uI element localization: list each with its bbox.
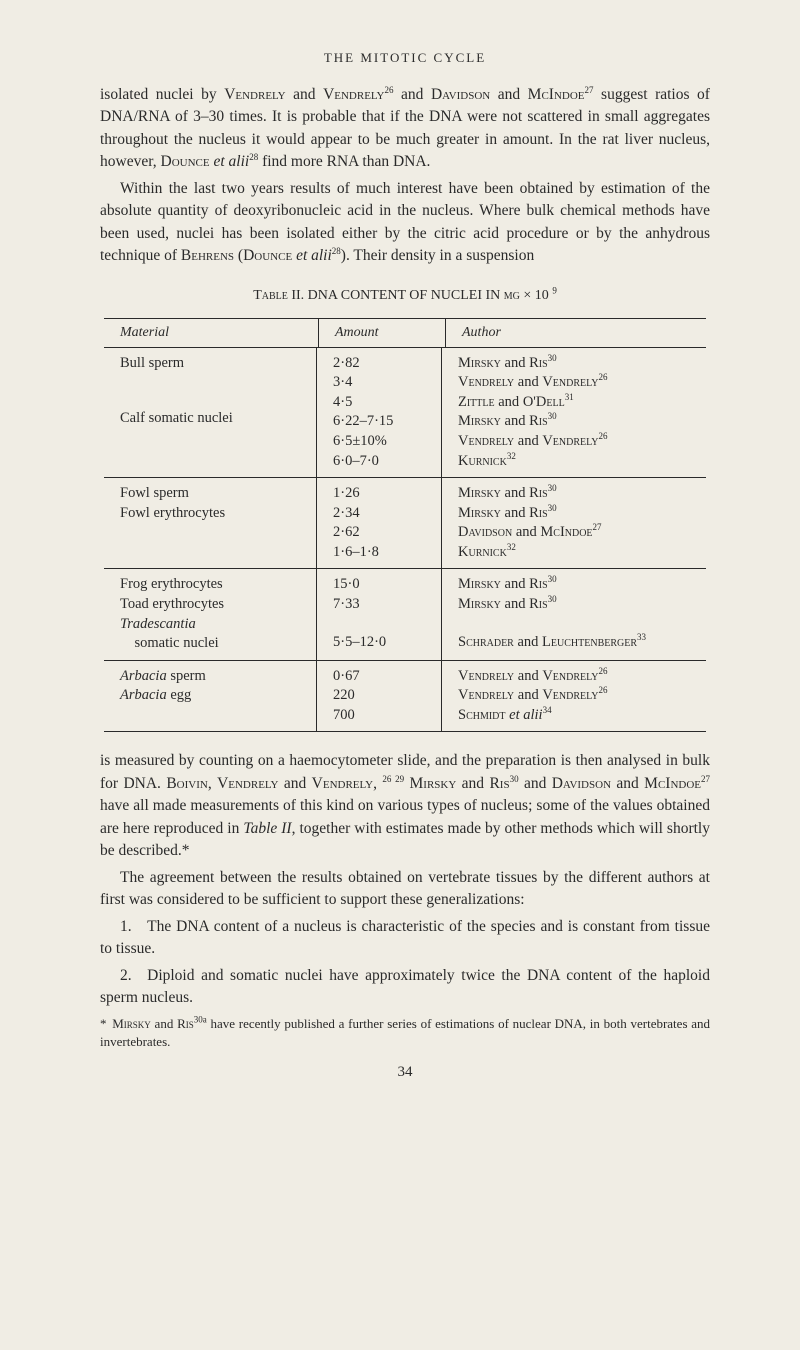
cell-material: Arbacia spermArbacia egg — [104, 661, 317, 732]
paragraph-2: Within the last two years results of muc… — [100, 178, 710, 268]
cell-author: Mirsky and Ris30Vendrely and Vendrely26Z… — [442, 348, 706, 477]
cell-amount: 2·823·44·56·22–7·156·5±10%6·0–7·0 — [317, 348, 442, 477]
cell-author: Mirsky and Ris30Mirsky and Ris30Davidson… — [442, 478, 706, 568]
page: THE MITOTIC CYCLE isolated nuclei by Ven… — [0, 0, 800, 1121]
table-group: Fowl spermFowl erythrocytes1·262·342·621… — [104, 478, 706, 569]
dna-table: Material Amount Author Bull spermCalf so… — [104, 318, 706, 733]
cell-amount: 1·262·342·621·6–1·8 — [317, 478, 442, 568]
th-amount: Amount — [319, 319, 446, 347]
cell-author: Mirsky and Ris30Mirsky and Ris30Schrader… — [442, 569, 706, 659]
paragraph-4: The agreement between the results obtain… — [100, 867, 710, 912]
page-number: 34 — [100, 1064, 710, 1081]
th-author: Author — [446, 319, 706, 347]
cell-material: Bull spermCalf somatic nuclei — [104, 348, 317, 477]
table-group: Bull spermCalf somatic nuclei2·823·44·56… — [104, 348, 706, 478]
paragraph-1: isolated nuclei by Vendrely and Vendrely… — [100, 84, 710, 174]
paragraph-6: 2. Diploid and somatic nuclei have appro… — [100, 965, 710, 1010]
paragraph-5: 1. The DNA content of a nucleus is chara… — [100, 916, 710, 961]
footnote: * Mirsky and Ris30a have recently publis… — [100, 1015, 710, 1050]
cell-material: Fowl spermFowl erythrocytes — [104, 478, 317, 568]
table-group: Arbacia spermArbacia egg0·67220700Vendre… — [104, 661, 706, 733]
th-material: Material — [104, 319, 319, 347]
paragraph-3: is measured by counting on a haemocytome… — [100, 750, 710, 862]
table-header-row: Material Amount Author — [104, 318, 706, 348]
cell-author: Vendrely and Vendrely26Vendrely and Vend… — [442, 661, 706, 732]
running-head: THE MITOTIC CYCLE — [100, 50, 710, 66]
table-title: Table II. DNA CONTENT OF NUCLEI IN mg × … — [100, 288, 710, 304]
cell-material: Frog erythrocytesToad erythrocytesTrades… — [104, 569, 317, 659]
cell-amount: 0·67220700 — [317, 661, 442, 732]
table-group: Frog erythrocytesToad erythrocytesTrades… — [104, 569, 706, 660]
cell-amount: 15·07·335·5–12·0 — [317, 569, 442, 659]
